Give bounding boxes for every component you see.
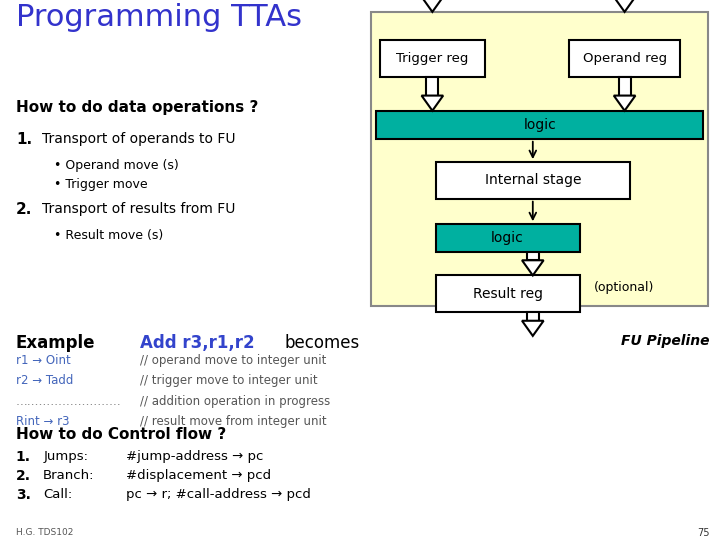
- Text: r2 → Tadd: r2 → Tadd: [16, 374, 73, 387]
- Text: // operand move to integer unit: // operand move to integer unit: [140, 354, 327, 367]
- Polygon shape: [422, 96, 444, 111]
- Text: Operand reg: Operand reg: [582, 52, 667, 65]
- Bar: [436, 275, 580, 312]
- Text: H.G. TDS102: H.G. TDS102: [16, 528, 73, 537]
- Bar: [376, 111, 703, 139]
- Bar: [569, 40, 680, 77]
- FancyBboxPatch shape: [527, 252, 539, 260]
- Text: • Trigger move: • Trigger move: [54, 178, 148, 191]
- Text: How to do data operations ?: How to do data operations ?: [16, 100, 258, 115]
- Bar: [436, 224, 580, 252]
- Polygon shape: [614, 0, 636, 12]
- Polygon shape: [522, 321, 544, 336]
- Text: • Operand move (s): • Operand move (s): [54, 159, 179, 172]
- Text: 3.: 3.: [16, 488, 31, 502]
- Text: Jumps:: Jumps:: [43, 450, 88, 463]
- Text: becomes: becomes: [284, 334, 360, 352]
- Bar: [380, 40, 485, 77]
- Text: Example: Example: [16, 334, 95, 352]
- Text: logic: logic: [491, 231, 524, 245]
- Text: Transport of operands to FU: Transport of operands to FU: [42, 132, 235, 146]
- FancyBboxPatch shape: [371, 12, 708, 306]
- Polygon shape: [422, 0, 444, 12]
- Text: logic: logic: [523, 118, 556, 132]
- Polygon shape: [614, 96, 636, 111]
- Text: Add r3,r1,r2: Add r3,r1,r2: [140, 334, 255, 352]
- Text: pc → r; #call-address → pcd: pc → r; #call-address → pcd: [126, 488, 311, 501]
- Bar: [436, 162, 630, 199]
- Text: FU Pipeline: FU Pipeline: [621, 334, 709, 348]
- Text: // trigger move to integer unit: // trigger move to integer unit: [140, 374, 318, 387]
- Text: r1 → Oint: r1 → Oint: [16, 354, 71, 367]
- Text: Internal stage: Internal stage: [485, 173, 581, 187]
- Text: • Result move (s): • Result move (s): [54, 230, 163, 242]
- Text: // addition operation in progress: // addition operation in progress: [140, 395, 330, 408]
- FancyBboxPatch shape: [618, 77, 631, 96]
- Text: 1.: 1.: [16, 132, 32, 147]
- Text: #jump-address → pc: #jump-address → pc: [126, 450, 264, 463]
- Text: Programming TTAs: Programming TTAs: [16, 3, 302, 32]
- Text: 75: 75: [697, 528, 709, 538]
- Text: Trigger reg: Trigger reg: [396, 52, 469, 65]
- Text: Rint → r3: Rint → r3: [16, 415, 69, 428]
- Text: Call:: Call:: [43, 488, 73, 501]
- Text: (optional): (optional): [594, 281, 654, 294]
- Text: // result move from integer unit: // result move from integer unit: [140, 415, 327, 428]
- Text: Transport of results from FU: Transport of results from FU: [42, 202, 235, 217]
- FancyBboxPatch shape: [426, 77, 438, 96]
- Text: ………………………: ………………………: [16, 395, 122, 408]
- Text: 2.: 2.: [16, 202, 32, 218]
- FancyBboxPatch shape: [527, 312, 539, 321]
- Text: How to do Control flow ?: How to do Control flow ?: [16, 427, 226, 442]
- Text: 2.: 2.: [16, 469, 31, 483]
- Text: #displacement → pcd: #displacement → pcd: [126, 469, 271, 482]
- Text: Branch:: Branch:: [43, 469, 95, 482]
- Text: Result reg: Result reg: [472, 287, 543, 301]
- Text: 1.: 1.: [16, 450, 31, 464]
- Polygon shape: [522, 260, 544, 275]
